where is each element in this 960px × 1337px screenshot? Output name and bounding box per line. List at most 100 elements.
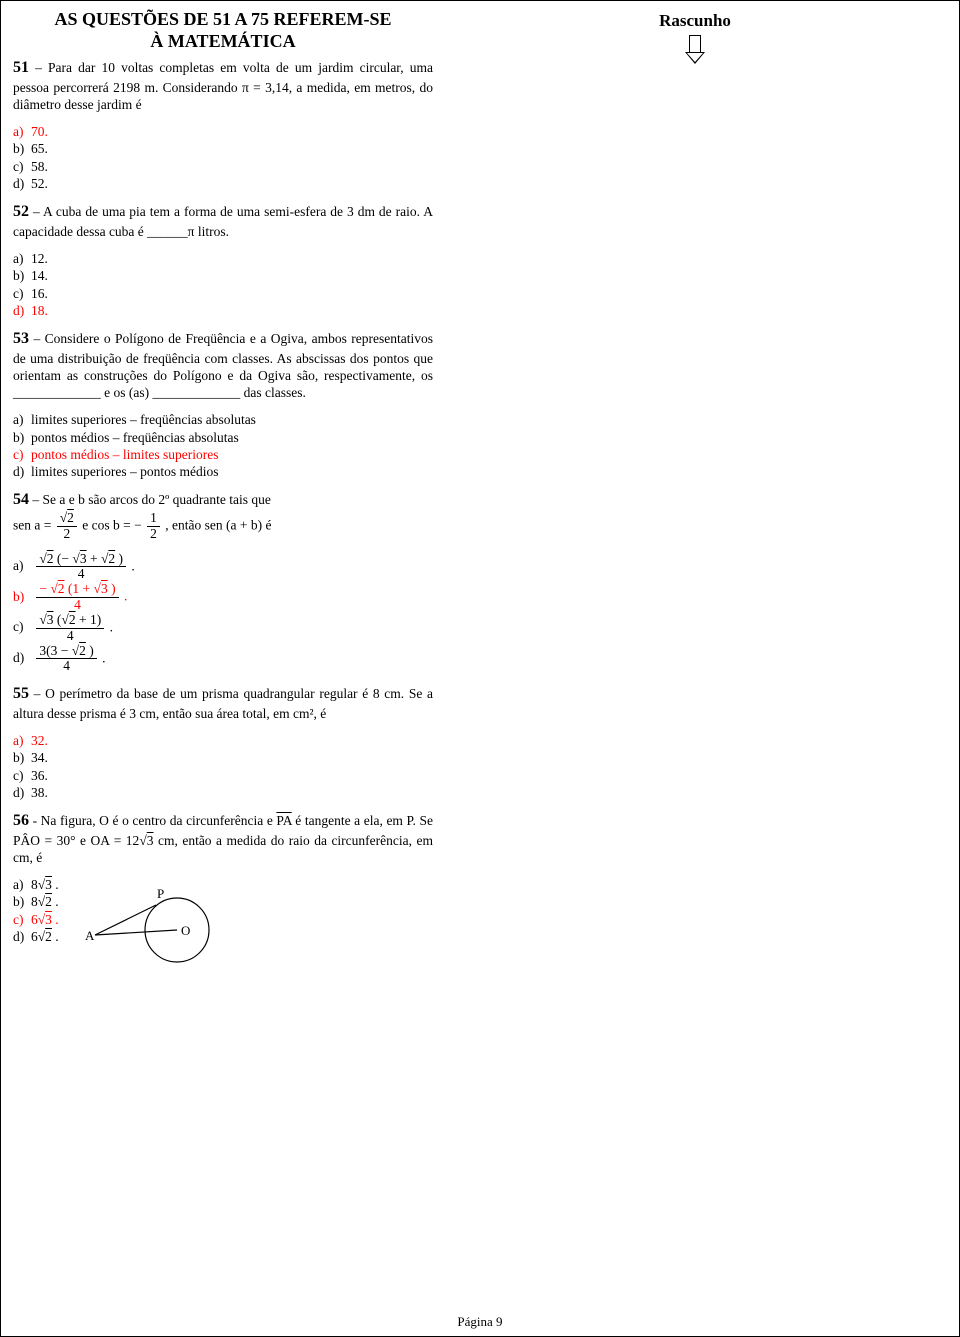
q56-text1: - Na figura, O é o centro da circunferên… [29,813,276,828]
q53-text: – Considere o Polígono de Freqüência e a… [13,331,433,400]
q52-c: 16. [31,286,48,301]
q56-d-val: 6 [31,929,38,944]
q56-row: a)8√3 . b)8√2 . c)6√3 . d)6√2 . P A O [13,876,433,970]
opt-label-a: a) [13,123,31,140]
q54-text1: – Se a e b são arcos do 2º quadrante tai… [29,492,271,507]
q51-c: 58. [31,159,48,174]
q55-opt-c: c)36. [13,767,433,784]
q54-b-frac: − √2 (1 + √3 )4 [36,582,118,613]
q52-blank: ______ [147,224,188,239]
opt-label-c: c) [13,285,31,302]
q56-b-val: 8 [31,894,38,909]
right-column: Rascunho [443,9,947,1308]
opt-label-a: a) [13,411,31,428]
opt-label-b: b) [13,267,31,284]
q53-a: limites superiores – freqüências absolut… [31,412,256,427]
q55-a: 32. [31,733,48,748]
q54-opt-b: b) − √2 (1 + √3 )4 . [13,582,433,613]
opt-label-c: c) [13,911,31,928]
q51-opt-c: c)58. [13,158,433,175]
opt-label-b: b) [13,429,31,446]
opt-label-d: d) [13,784,31,801]
q55-opt-a: a)32. [13,732,433,749]
q54-frac1: √22 [57,511,77,542]
arrow-down-icon [685,35,705,65]
q52-number: 52 [13,203,29,220]
q54-c-frac: √3 (√2 + 1)4 [36,613,104,644]
q51-d: 52. [31,176,48,191]
q56-p-label: P [157,886,164,901]
q56-options: a)8√3 . b)8√2 . c)6√3 . d)6√2 . [13,876,59,945]
q52-a: 12. [31,251,48,266]
q56-opt-c: c)6√3 . [13,911,59,928]
q51-opt-b: b)65. [13,140,433,157]
q56-a-val: 8 [31,877,38,892]
q55-c: 36. [31,768,48,783]
rascunho-title: Rascunho [443,11,947,31]
q55-number: 55 [13,685,29,702]
opt-label-a: a) [13,557,31,574]
q53-opt-a: a)limites superiores – freqüências absol… [13,411,433,428]
q56-c-val: 6 [31,912,38,927]
q52-opt-a: a)12. [13,250,433,267]
q54-opt-c: c) √3 (√2 + 1)4 . [13,613,433,644]
q53-opt-c: c)pontos médios – limites superiores [13,446,433,463]
left-column: AS QUESTÕES DE 51 A 75 REFEREM-SE À MATE… [13,9,443,1308]
q51-number: 51 [13,59,29,76]
q55-opt-b: b)34. [13,749,433,766]
q51-a: 70. [31,124,48,139]
q51-b: 65. [31,141,48,156]
q51-options: a)70. b)65. c)58. d)52. [13,123,433,192]
q53-d: limites superiores – pontos médios [31,464,218,479]
question-51: 51 – Para dar 10 voltas completas em vol… [13,58,433,113]
q56-opt-b: b)8√2 . [13,893,59,910]
q53-opt-b: b)pontos médios – freqüências absolutas [13,429,433,446]
q56-pa: PA [276,813,291,828]
q52-text-post: π litros. [188,224,229,239]
opt-label-b: b) [13,893,31,910]
q55-opt-d: d)38. [13,784,433,801]
opt-label-d: d) [13,649,31,666]
q56-opt-d: d)6√2 . [13,928,59,945]
q52-b: 14. [31,268,48,283]
q53-b: pontos médios – freqüências absolutas [31,430,239,445]
q54-d-frac: 3(3 − √2 )4 [36,644,96,675]
opt-label-c: c) [13,446,31,463]
q54-text2: , então sen (a + b) é [165,517,271,532]
q53-opt-d: d)limites superiores – pontos médios [13,463,433,480]
q56-figure: P A O [77,880,227,970]
q55-text: – O perímetro da base de um prisma quadr… [13,686,433,720]
opt-label-a: a) [13,250,31,267]
q53-options: a)limites superiores – freqüências absol… [13,411,433,480]
q56-d-rad: 2 [45,929,52,944]
q56-number: 56 [13,812,29,829]
q52-options: a)12. b)14. c)16. d)18. [13,250,433,319]
opt-label-d: d) [13,302,31,319]
section-header: AS QUESTÕES DE 51 A 75 REFEREM-SE À MATE… [13,9,433,52]
q52-opt-b: b)14. [13,267,433,284]
q56-c-dot: . [52,912,59,927]
header-line2: À MATEMÁTICA [150,31,295,51]
q54-b-dot: . [124,589,127,604]
opt-label-c: c) [13,618,31,635]
question-53: 53 – Considere o Polígono de Freqüência … [13,329,433,401]
q56-b-rad: 2 [45,894,52,909]
q54-frac2: 12 [147,511,160,542]
opt-label-a: a) [13,876,31,893]
q54-opt-a: a) √2 (− √3 + √2 )4 . [13,552,433,583]
opt-label-b: b) [13,749,31,766]
q56-a-rad: 3 [45,877,52,892]
q54-options: a) √2 (− √3 + √2 )4 . b) − √2 (1 + √3 )4… [13,552,433,675]
q51-opt-d: d)52. [13,175,433,192]
question-56: 56 - Na figura, O é o centro da circunfe… [13,811,433,866]
q56-a-dot: . [52,877,59,892]
q56-c-rad: 3 [45,912,52,927]
columns: AS QUESTÕES DE 51 A 75 REFEREM-SE À MATE… [13,9,947,1308]
question-52: 52 – A cuba de uma pia tem a forma de um… [13,202,433,240]
q54-a-dot: . [131,558,134,573]
opt-label-d: d) [13,463,31,480]
opt-label-d: d) [13,175,31,192]
page: AS QUESTÕES DE 51 A 75 REFEREM-SE À MATE… [0,0,960,1337]
q54-sen: sen a = [13,517,51,532]
q56-o-label: O [181,923,190,938]
